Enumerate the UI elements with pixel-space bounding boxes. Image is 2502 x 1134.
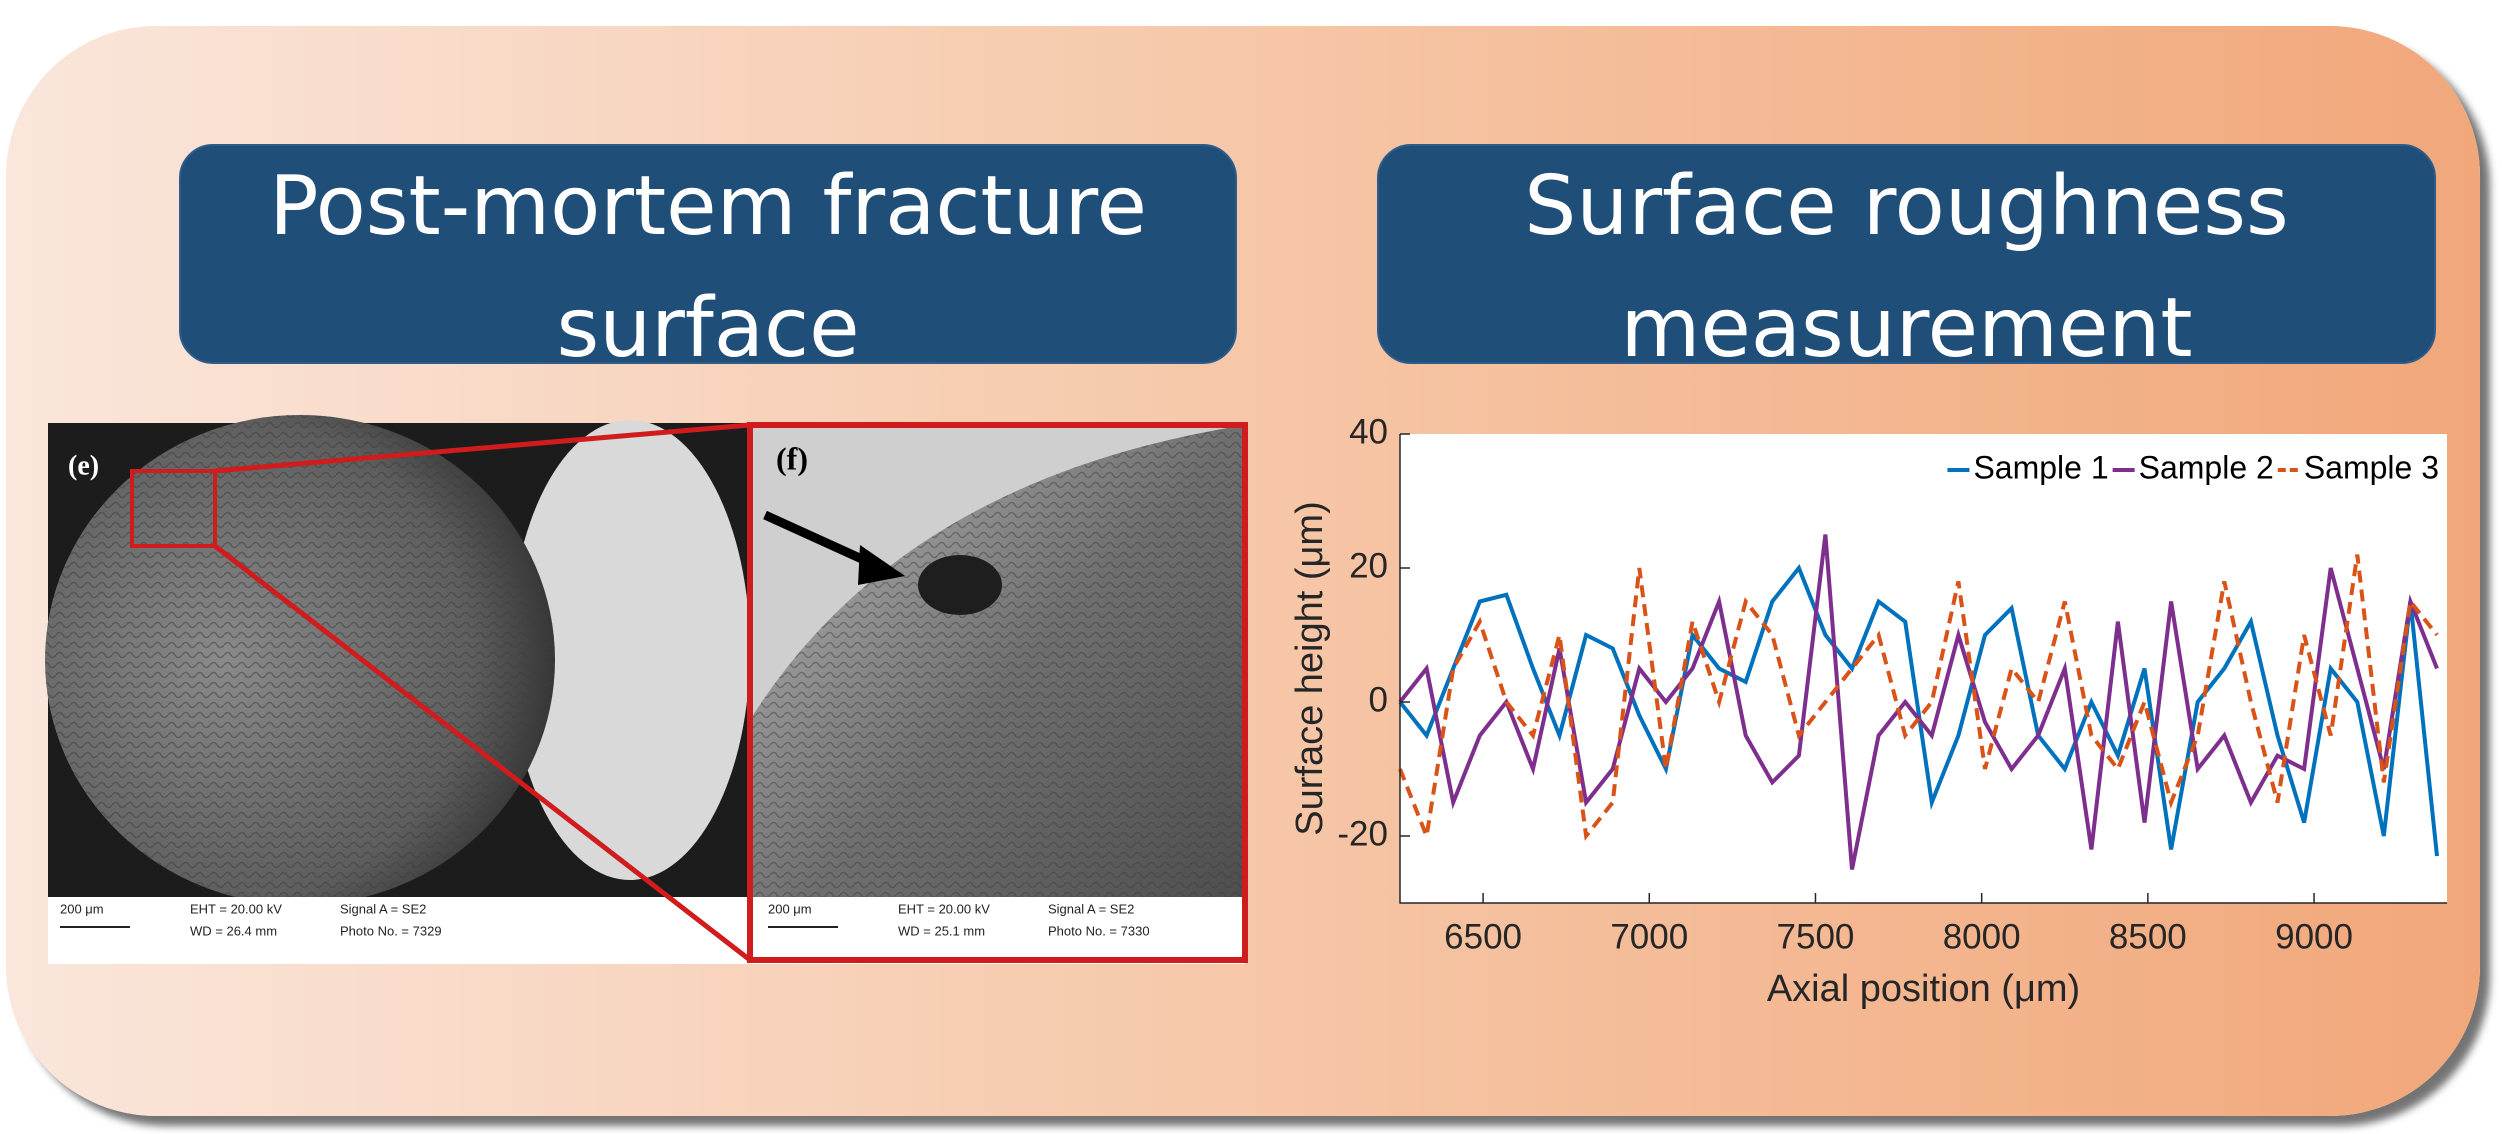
info-text: WD = 26.4 mm: [190, 923, 277, 938]
info-text: Photo No. = 7330: [1048, 923, 1150, 938]
y-tick-label: 20: [1349, 546, 1388, 585]
x-tick-label: 7000: [1610, 917, 1688, 956]
scale-label: 200 μm: [60, 901, 104, 916]
legend-label: Sample 2: [2139, 449, 2274, 485]
info-text: EHT = 20.00 kV: [190, 901, 282, 916]
sem-shape: [45, 415, 555, 905]
x-tick-label: 7500: [1777, 917, 1855, 956]
x-tick-label: 8500: [2109, 917, 2187, 956]
y-tick-label: 40: [1349, 412, 1388, 451]
sem-image: (e) (f): [45, 415, 1245, 964]
figure: (e) (f) 200 μm EHT = 20.00 kV WD = 26.4 mm…: [0, 0, 2502, 1134]
info-text: WD = 25.1 mm: [898, 923, 985, 938]
image-label: (e): [68, 450, 99, 481]
image-label: (f): [776, 440, 808, 476]
x-tick-label: 9000: [2275, 917, 2353, 956]
info-text: EHT = 20.00 kV: [898, 901, 990, 916]
x-tick-label: 6500: [1444, 917, 1522, 956]
scale-label: 200 μm: [768, 901, 812, 916]
x-axis-label: Axial position (μm): [1767, 968, 2080, 1010]
y-axis-label: Surface height (μm): [1289, 501, 1331, 835]
x-tick-label: 8000: [1943, 917, 2021, 956]
y-tick-label: -20: [1337, 814, 1388, 853]
info-text: Signal A = SE2: [1048, 901, 1134, 916]
y-tick-label: 0: [1369, 680, 1388, 719]
legend-label: Sample 3: [2304, 449, 2439, 485]
legend-label: Sample 1: [1973, 449, 2108, 485]
info-text: Signal A = SE2: [340, 901, 426, 916]
page: Post-mortem fracture surface Surface rou…: [0, 0, 2502, 1134]
sem-pore: [918, 555, 1002, 615]
info-text: Photo No. = 7329: [340, 923, 442, 938]
chart: -20 0 20 40 6500 7000 7500 8000 8500 9000 Axial po…: [1289, 412, 2447, 1010]
